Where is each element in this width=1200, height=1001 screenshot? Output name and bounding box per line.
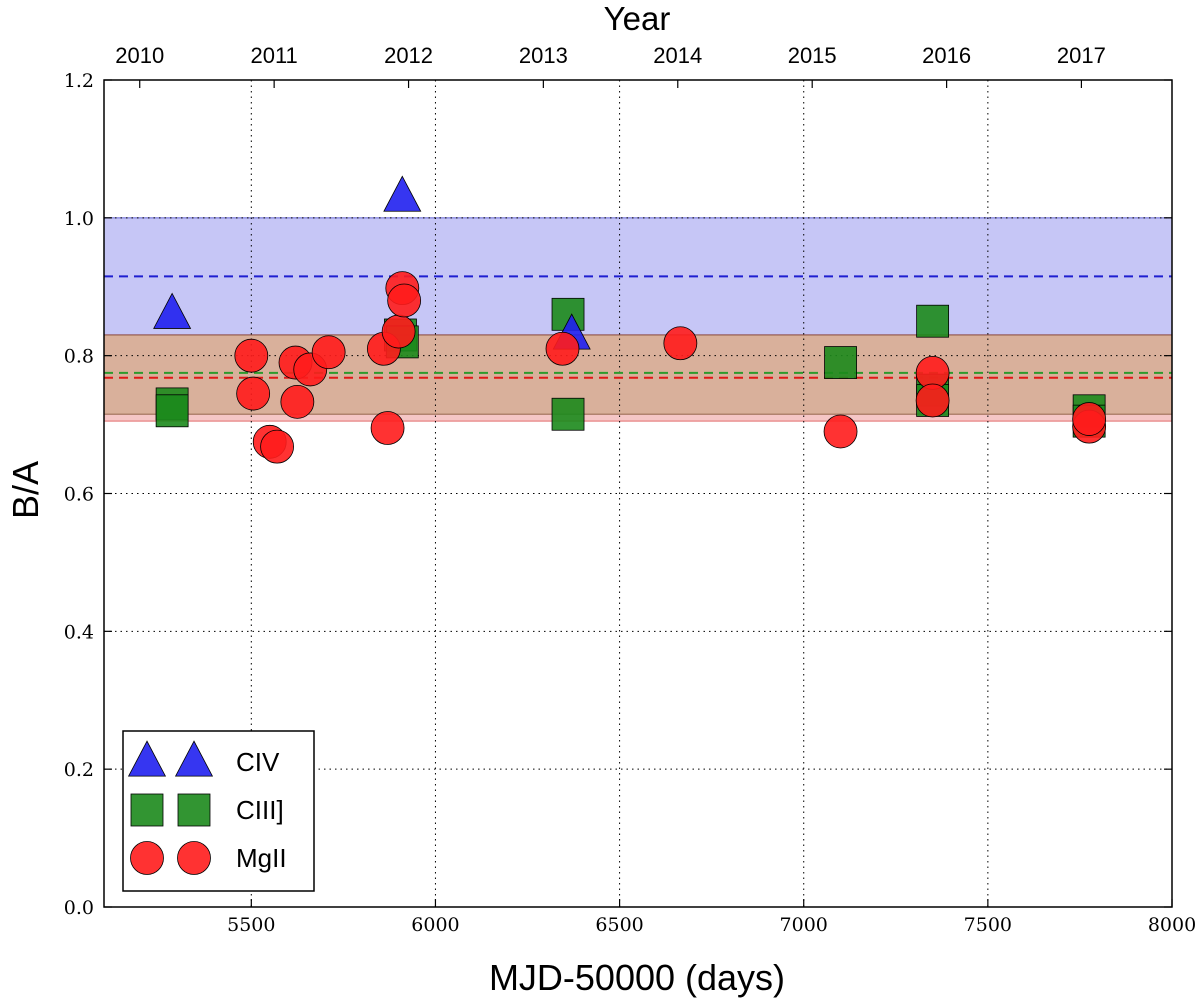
y-tick-label: 0.4 xyxy=(64,621,94,643)
y-tick-label: 0.2 xyxy=(64,759,94,781)
point-mgii-13 xyxy=(545,331,580,366)
x-tick-label: 6000 xyxy=(411,914,459,936)
legend-label-civ: CIV xyxy=(236,747,280,777)
y-tick-label: 1.2 xyxy=(64,70,94,92)
x-tick-label: 8000 xyxy=(1148,914,1196,936)
legend-label-mgii: MgII xyxy=(236,843,287,873)
point-ciii-1 xyxy=(155,394,189,428)
point-mgii-9 xyxy=(370,411,405,445)
y-tick-label: 0.0 xyxy=(64,897,94,919)
legend-marker-ciii-a xyxy=(130,793,164,827)
year-tick-label: 2016 xyxy=(922,43,971,68)
y-tick-label: 0.6 xyxy=(64,484,94,506)
point-ciii-6 xyxy=(824,346,857,379)
point-civ-1 xyxy=(383,175,422,212)
point-mgii-3 xyxy=(260,429,294,464)
point-mgii-12 xyxy=(387,283,422,318)
year-tick-label: 2013 xyxy=(519,43,568,68)
year-tick-label: 2015 xyxy=(788,43,837,68)
x-tick-label: 5500 xyxy=(227,914,275,936)
year-tick-label: 2011 xyxy=(250,43,297,68)
legend-label-ciii: CIII] xyxy=(236,795,284,825)
point-mgii-19 xyxy=(1072,402,1107,436)
tick-labels: 5500 6000 6500 7000 7500 8000 0.0 0.2 0.4 0.6 0.8 1… xyxy=(64,43,1196,936)
point-civ-0 xyxy=(153,292,192,329)
legend-marker-ciii-b xyxy=(177,793,211,827)
point-mgii-15 xyxy=(823,414,858,449)
mean-lines xyxy=(104,275,1172,379)
y-tick-label: 1.0 xyxy=(64,208,94,230)
point-mgii-14 xyxy=(663,326,698,361)
point-ciii-7 xyxy=(916,304,950,338)
top-axis-title: Year xyxy=(604,0,671,37)
range-bands xyxy=(104,217,1172,422)
legend-marker-mgii-a xyxy=(130,841,164,875)
point-ciii-5 xyxy=(551,397,585,431)
point-mgii-17 xyxy=(915,383,950,418)
point-mgii-1 xyxy=(236,376,271,411)
legend-marker-civ-a xyxy=(127,740,167,777)
axes xyxy=(103,79,1173,908)
data-points xyxy=(153,175,1107,464)
legend-marker-mgii-b xyxy=(177,841,211,875)
x-axis-title: MJD-50000 (days) xyxy=(489,957,785,998)
y-axis-title: B/A xyxy=(5,461,46,519)
x-tick-label: 7000 xyxy=(780,914,828,936)
legend: CIV CIII] MgII xyxy=(122,730,315,892)
point-mgii-5 xyxy=(280,384,315,419)
year-tick-label: 2012 xyxy=(384,43,433,68)
y-tick-label: 0.8 xyxy=(64,346,94,368)
grid-lines xyxy=(104,80,1172,907)
point-mgii-7 xyxy=(311,335,346,370)
year-tick-label: 2017 xyxy=(1057,43,1106,68)
year-tick-label: 2014 xyxy=(653,43,702,68)
point-mgii-0 xyxy=(234,338,269,373)
x-tick-label: 7500 xyxy=(964,914,1012,936)
legend-marker-civ-b xyxy=(174,740,214,777)
year-tick-label: 2010 xyxy=(115,43,164,68)
x-tick-label: 6500 xyxy=(595,914,643,936)
point-mgii-10 xyxy=(381,314,416,349)
